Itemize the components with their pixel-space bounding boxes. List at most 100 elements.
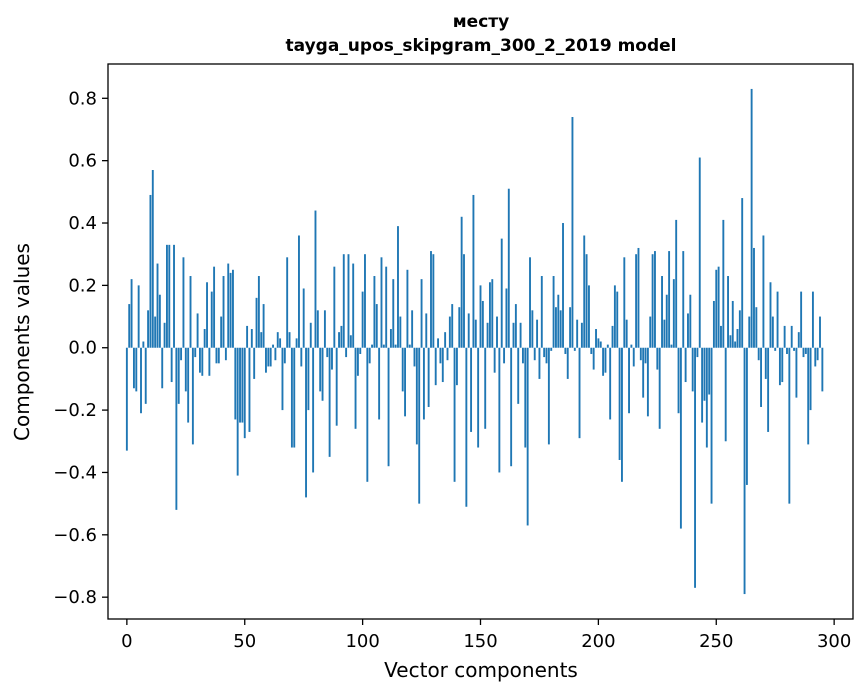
bar-279 [783, 325, 786, 348]
bar-154 [488, 282, 491, 348]
bar-212 [625, 319, 628, 348]
bar-48 [239, 347, 241, 423]
bar-103 [368, 347, 371, 364]
y-tick-label: −0.6 [53, 525, 97, 546]
bar-194 [583, 235, 586, 348]
bar-157 [496, 316, 498, 348]
bar-71 [293, 347, 296, 448]
bar-203 [604, 347, 607, 373]
bar-77 [307, 347, 310, 411]
bar-261 [741, 198, 744, 348]
bar-153 [486, 322, 489, 348]
bar-34 [206, 282, 208, 348]
bar-197 [590, 347, 593, 354]
bar-257 [731, 300, 734, 348]
bar-209 [618, 347, 621, 460]
bar-280 [786, 347, 788, 354]
bar-292 [814, 347, 817, 367]
bar-232 [672, 279, 675, 348]
bar-82 [319, 347, 322, 392]
bar-245 [703, 347, 706, 401]
x-tick-label: 250 [699, 631, 733, 652]
bar-262 [743, 347, 746, 595]
bar-147 [472, 194, 475, 348]
bar-226 [658, 347, 661, 429]
bar-179 [547, 347, 550, 445]
bar-144 [465, 347, 468, 507]
bar-54 [253, 347, 256, 379]
bar-285 [797, 332, 800, 348]
bar-27 [189, 276, 192, 348]
bar-151 [481, 300, 484, 348]
bar-204 [606, 344, 609, 348]
bar-90 [338, 332, 340, 348]
bar-227 [661, 276, 663, 348]
bar-165 [514, 304, 517, 348]
bar-135 [444, 332, 447, 348]
bar-287 [802, 347, 805, 358]
bar-66 [281, 347, 284, 411]
bar-137 [448, 316, 451, 348]
bar-136 [446, 347, 449, 361]
bar-233 [675, 219, 678, 348]
y-axis-label: Components values [10, 243, 34, 441]
y-tick-label: −0.4 [53, 462, 97, 483]
bar-294 [819, 316, 821, 348]
bar-85 [326, 347, 329, 358]
bars-group [125, 88, 824, 595]
bar-199 [595, 329, 597, 348]
bar-138 [451, 304, 454, 348]
bar-114 [394, 344, 397, 348]
bar-134 [441, 347, 444, 383]
bar-23 [180, 347, 183, 361]
bar-259 [736, 329, 739, 348]
bar-184 [559, 310, 562, 348]
bar-139 [453, 347, 456, 482]
bar-37 [213, 266, 216, 348]
bar-164 [512, 322, 515, 348]
bar-264 [748, 316, 751, 348]
bar-201 [599, 341, 602, 348]
bar-73 [298, 235, 300, 348]
bar-178 [545, 347, 548, 364]
bar-214 [630, 344, 633, 348]
bar-2 [130, 279, 133, 348]
bar-173 [533, 347, 536, 361]
bar-247 [708, 347, 711, 395]
bar-155 [491, 279, 494, 348]
bar-187 [566, 347, 569, 379]
bar-290 [809, 347, 812, 411]
bar-255 [727, 276, 729, 348]
bar-129 [430, 251, 432, 348]
bar-167 [519, 322, 522, 348]
bar-283 [793, 347, 796, 351]
bar-33 [203, 329, 206, 348]
bar-8 [144, 347, 147, 404]
bar-256 [729, 335, 732, 348]
bar-141 [458, 307, 461, 348]
bar-271 [764, 347, 767, 379]
bar-269 [760, 347, 762, 407]
bar-146 [470, 347, 473, 432]
bar-36 [210, 291, 213, 348]
bar-72 [295, 338, 298, 348]
bar-60 [267, 347, 270, 367]
bar-25 [184, 347, 187, 392]
bar-52 [248, 347, 251, 432]
bar-246 [705, 347, 708, 448]
bar-125 [420, 279, 423, 348]
bar-59 [265, 347, 267, 373]
bar-38 [215, 347, 218, 364]
bar-20 [173, 244, 175, 348]
bar-45 [232, 269, 234, 348]
bar-277 [778, 347, 781, 386]
bar-0 [125, 347, 128, 451]
bar-200 [597, 338, 600, 348]
bar-12 [154, 316, 157, 348]
bar-220 [644, 347, 647, 364]
bar-67 [283, 347, 286, 364]
bar-40 [220, 316, 223, 348]
bar-76 [305, 347, 307, 498]
bar-186 [564, 347, 567, 354]
bar-31 [199, 347, 201, 373]
